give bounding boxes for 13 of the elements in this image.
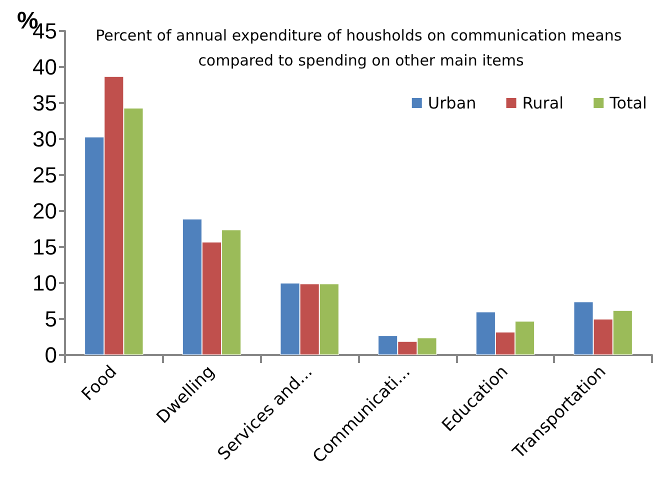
- y-tick-label: 25: [32, 162, 57, 188]
- y-tick-label: 35: [32, 90, 57, 116]
- y-tick-label: 40: [32, 54, 57, 80]
- y-tick-label: 20: [32, 198, 57, 224]
- y-tick-label: 0: [44, 342, 57, 368]
- legend-label: Rural: [522, 94, 564, 112]
- y-tick-label: 30: [32, 126, 57, 152]
- text: Percent of annual expenditure of housholds on communication means compared to spending on other main items: [96, 26, 626, 70]
- y-tick-label: 15: [32, 234, 57, 260]
- legend-label: Urban: [428, 94, 476, 112]
- y-tick-label: 10: [32, 270, 57, 296]
- y-tick-label: 5: [44, 306, 57, 332]
- legend-label: Total: [608, 94, 648, 112]
